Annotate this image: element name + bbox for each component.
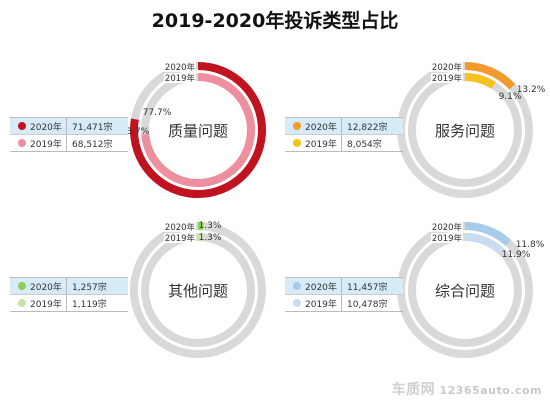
legend-count: 1,119宗: [72, 299, 107, 310]
percent-label: 11.9%: [502, 250, 531, 260]
watermark: 车质网 12365auto.com: [392, 379, 542, 399]
donut-center-label: 其他问题: [168, 282, 228, 300]
ring-gap: [405, 70, 525, 190]
ring-year-label: 2019年: [432, 73, 463, 84]
legend-row: 2019年 68,512宗: [10, 134, 128, 151]
ring-year-bg: [164, 62, 196, 72]
percent-label: 73.7%: [121, 127, 150, 137]
legend-row: 2019年 8,054宗: [285, 134, 403, 151]
legend-3: 2020年 1,257宗 2019年 1,119宗: [10, 277, 128, 312]
legend-2: 2020年 12,822宗 2019年 8,054宗: [285, 117, 403, 152]
donut-center-label: 服务问题: [435, 122, 495, 140]
ring-gap: [138, 70, 258, 190]
undefined: [464, 233, 504, 255]
donut-center-label: 质量问题: [168, 122, 228, 140]
percent-label: 11.8%: [516, 240, 545, 250]
legend-count: 11,457宗: [347, 282, 388, 293]
ring-year-bg: [164, 222, 196, 232]
undefined: [464, 62, 516, 90]
legend-row: 2019年 1,119宗: [10, 294, 128, 311]
legend-row: 2020年 11,457宗: [285, 278, 403, 294]
legend-divider: [66, 278, 67, 294]
percent-label: 1.3%: [199, 221, 222, 231]
legend-swatch: [293, 282, 301, 290]
percent-label: 13.2%: [517, 85, 546, 95]
chart-title: 2019-2020年投诉类型占比: [151, 10, 399, 32]
legend-year: 2020年: [30, 122, 62, 133]
legend-year: 2020年: [30, 282, 62, 293]
ring-year-bg: [431, 73, 463, 83]
donut-center-label: 综合问题: [435, 282, 495, 300]
legend-swatch: [18, 139, 26, 147]
undefined: [141, 233, 255, 347]
ring-year-label: 2019年: [165, 233, 196, 244]
legend-year: 2019年: [305, 139, 337, 150]
ring-year-label: 2020年: [432, 62, 463, 73]
legend-swatch: [18, 122, 26, 130]
undefined: [141, 73, 255, 187]
legend-swatch: [293, 299, 301, 307]
ring-gap: [138, 230, 258, 350]
legend-swatch: [293, 122, 301, 130]
legend-4: 2020年 11,457宗 2019年 10,478宗: [285, 277, 403, 312]
legend-divider: [341, 278, 342, 294]
legend-row: 2020年 71,471宗: [10, 118, 128, 134]
legend-row: 2020年 1,257宗: [10, 278, 128, 294]
undefined: [464, 222, 511, 246]
percent-label: 9.1%: [499, 92, 522, 102]
legend-count: 68,512宗: [72, 139, 113, 150]
legend-divider: [66, 118, 67, 134]
undefined: [130, 222, 266, 358]
ring-year-label: 2020年: [165, 222, 196, 233]
legend-count: 8,054宗: [347, 139, 382, 150]
percent-label: 1.3%: [199, 233, 222, 243]
undefined: [408, 233, 522, 347]
ring-year-label: 2019年: [165, 73, 196, 84]
legend-year: 2020年: [305, 282, 337, 293]
percent-label: 77.7%: [143, 108, 172, 118]
undefined: [464, 73, 496, 89]
legend-count: 12,822宗: [347, 122, 388, 133]
legend-year: 2019年: [305, 299, 337, 310]
ring-year-bg: [164, 233, 196, 243]
ring-year-label: 2020年: [165, 62, 196, 73]
undefined: [130, 62, 266, 198]
ring-year-label: 2019年: [432, 233, 463, 244]
watermark-brand: 车质网: [391, 382, 436, 398]
undefined: [408, 73, 522, 187]
legend-year: 2019年: [30, 139, 62, 150]
legend-divider: [66, 135, 67, 151]
legend-count: 10,478宗: [347, 299, 388, 310]
legend-count: 71,471宗: [72, 122, 113, 133]
legend-year: 2019年: [30, 299, 62, 310]
legend-divider: [341, 135, 342, 151]
legend-1: 2020年 71,471宗 2019年 68,512宗: [10, 117, 128, 152]
legend-row: 2019年 10,478宗: [285, 294, 403, 311]
ring-gap: [405, 230, 525, 350]
ring-year-label: 2020年: [432, 222, 463, 233]
ring-year-bg: [431, 62, 463, 72]
watermark-site: 12365auto.com: [439, 384, 542, 397]
legend-divider: [341, 295, 342, 311]
legend-year: 2020年: [305, 122, 337, 133]
legend-swatch: [293, 139, 301, 147]
ring-year-bg: [164, 73, 196, 83]
legend-swatch: [18, 299, 26, 307]
legend-divider: [66, 295, 67, 311]
legend-count: 1,257宗: [72, 282, 107, 293]
legend-row: 2020年 12,822宗: [285, 118, 403, 134]
ring-year-bg: [431, 233, 463, 243]
legend-swatch: [18, 282, 26, 290]
ring-year-bg: [431, 222, 463, 232]
legend-divider: [341, 118, 342, 134]
